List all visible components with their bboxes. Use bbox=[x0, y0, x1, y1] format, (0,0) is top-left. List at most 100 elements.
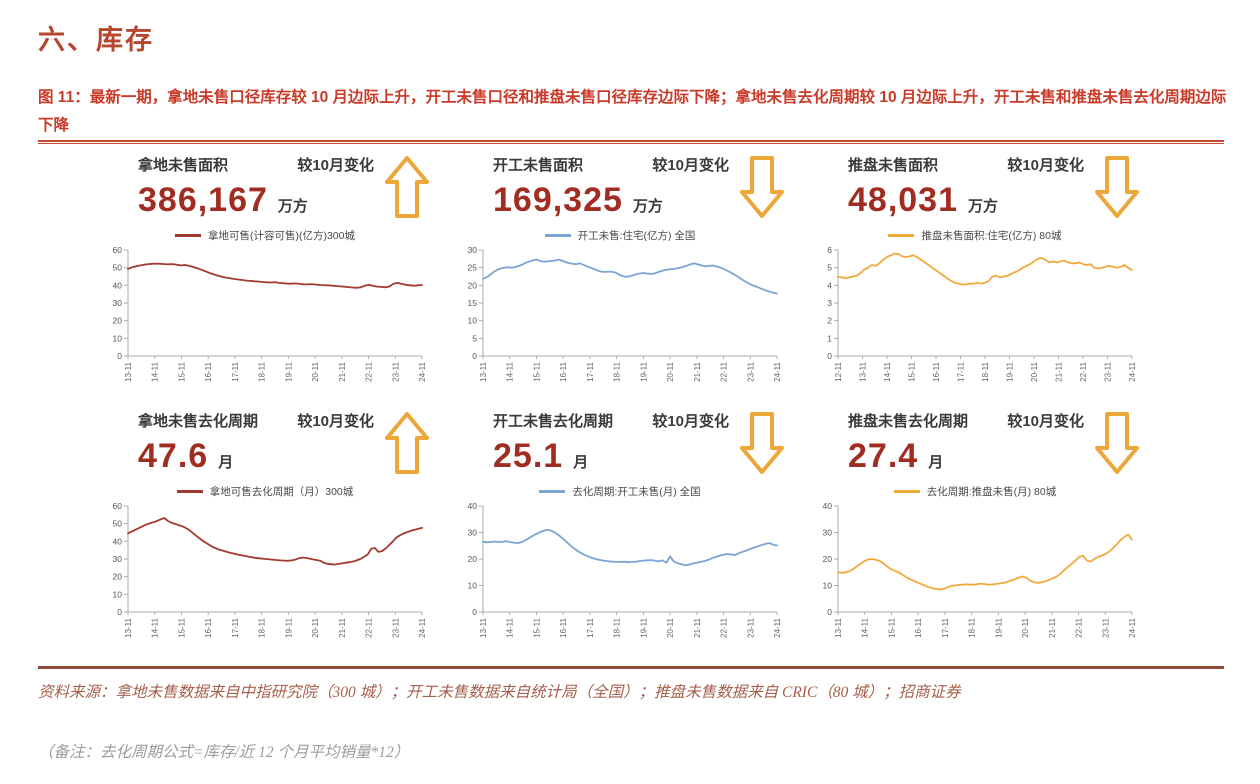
svg-text:20-11: 20-11 bbox=[1030, 361, 1039, 381]
svg-text:22-11: 22-11 bbox=[720, 361, 729, 381]
svg-text:13-11: 13-11 bbox=[124, 361, 133, 381]
svg-text:23-11: 23-11 bbox=[746, 617, 755, 637]
svg-text:13-11: 13-11 bbox=[859, 361, 868, 381]
metric-unit: 万方 bbox=[632, 198, 663, 215]
svg-text:14-11: 14-11 bbox=[861, 617, 870, 637]
svg-text:23-11: 23-11 bbox=[391, 617, 400, 637]
svg-text:22-11: 22-11 bbox=[1075, 617, 1084, 637]
panel-started-unsold-area: 开工未售面积 较10月变化 169,325 万方 开工未售:住宅(亿方) 全国 … bbox=[455, 152, 785, 392]
metric-value: 47.6 bbox=[138, 437, 209, 475]
svg-text:20: 20 bbox=[113, 572, 123, 582]
svg-text:30: 30 bbox=[113, 298, 123, 308]
line-chart-land-unsold: 0 10 20 30 40 50 60 13-11 14-11 15-11 16-11 17-11 18… bbox=[100, 244, 430, 394]
section-title: 六、库存 bbox=[38, 25, 154, 55]
metric-unit: 月 bbox=[573, 454, 589, 471]
svg-text:14-11: 14-11 bbox=[506, 361, 515, 381]
svg-text:30: 30 bbox=[823, 528, 833, 538]
svg-text:3: 3 bbox=[827, 298, 832, 308]
svg-text:15-11: 15-11 bbox=[532, 617, 541, 637]
svg-text:50: 50 bbox=[113, 519, 123, 529]
svg-text:16-11: 16-11 bbox=[914, 617, 923, 637]
legend-line-swatch bbox=[176, 489, 203, 493]
svg-text:2: 2 bbox=[827, 316, 832, 326]
svg-text:20: 20 bbox=[468, 280, 478, 290]
svg-text:22-11: 22-11 bbox=[720, 617, 729, 637]
metric-unit: 月 bbox=[218, 454, 234, 471]
change-vs-october-label: 较10月变化 bbox=[1007, 157, 1084, 174]
svg-text:5: 5 bbox=[827, 263, 832, 273]
svg-text:23-11: 23-11 bbox=[1104, 361, 1113, 381]
svg-text:40: 40 bbox=[823, 501, 833, 511]
svg-text:20-11: 20-11 bbox=[311, 617, 320, 637]
svg-text:18-11: 18-11 bbox=[258, 361, 267, 381]
svg-text:19-11: 19-11 bbox=[639, 361, 648, 381]
change-vs-october-label: 较10月变化 bbox=[652, 413, 729, 430]
svg-text:0: 0 bbox=[117, 351, 122, 361]
change-vs-october-label: 较10月变化 bbox=[297, 157, 374, 174]
metric-value: 48,031 bbox=[848, 181, 958, 219]
panel-started-unsold-cycle: 开工未售去化周期 较10月变化 25.1 月 去化周期:开工未售(月) 全国 0… bbox=[455, 408, 785, 648]
legend-line-swatch bbox=[174, 233, 201, 237]
metric-label: 推盘未售面积 bbox=[848, 157, 939, 174]
source-note: 资料来源：拿地未售数据来自中指研究院（300 城）；开工未售数据来自统计局（全国… bbox=[38, 684, 961, 701]
svg-text:24-11: 24-11 bbox=[1128, 617, 1137, 637]
svg-text:24-11: 24-11 bbox=[418, 361, 427, 381]
svg-text:30: 30 bbox=[468, 245, 478, 255]
metric-label: 开工未售去化周期 bbox=[493, 413, 614, 430]
legend-label: 拿地可售(计容可售)(亿方)300城 bbox=[207, 229, 355, 242]
svg-text:0: 0 bbox=[472, 607, 477, 617]
legend-label: 去化周期:开工未售(月) 全国 bbox=[572, 485, 701, 498]
svg-text:30: 30 bbox=[113, 554, 123, 564]
svg-text:16-11: 16-11 bbox=[204, 617, 213, 637]
svg-text:1: 1 bbox=[827, 333, 832, 343]
metric-label: 开工未售面积 bbox=[493, 157, 584, 174]
change-vs-october-label: 较10月变化 bbox=[297, 413, 374, 430]
svg-text:21-11: 21-11 bbox=[1048, 617, 1057, 637]
svg-text:18-11: 18-11 bbox=[968, 617, 977, 637]
metric-label: 拿地未售去化周期 bbox=[138, 413, 259, 430]
svg-text:10: 10 bbox=[823, 581, 833, 591]
panel-launched-unsold-area: 推盘未售面积 较10月变化 48,031 万方 推盘未售面积:住宅(亿方) 80… bbox=[810, 152, 1140, 392]
down-arrow-icon bbox=[739, 154, 785, 220]
panel-land-unsold-area: 拿地未售面积 较10月变化 386,167 万方 拿地可售(计容可售)(亿方)3… bbox=[100, 152, 430, 392]
svg-text:13-11: 13-11 bbox=[479, 617, 488, 637]
svg-text:10: 10 bbox=[468, 316, 478, 326]
metric-value: 25.1 bbox=[493, 437, 564, 475]
svg-text:21-11: 21-11 bbox=[1055, 361, 1064, 381]
legend-label: 开工未售:住宅(亿方) 全国 bbox=[577, 229, 696, 242]
svg-text:24-11: 24-11 bbox=[773, 617, 782, 637]
svg-text:17-11: 17-11 bbox=[231, 361, 240, 381]
svg-text:24-11: 24-11 bbox=[773, 361, 782, 381]
svg-text:17-11: 17-11 bbox=[957, 361, 966, 381]
svg-text:21-11: 21-11 bbox=[338, 617, 347, 637]
line-chart-launched-unsold-cycle: 0 10 20 30 40 13-11 14-11 15-11 16-11 17-11 18-11 1… bbox=[810, 500, 1140, 650]
svg-text:15-11: 15-11 bbox=[908, 361, 917, 381]
panels-grid: 拿地未售面积 较10月变化 386,167 万方 拿地可售(计容可售)(亿方)3… bbox=[100, 152, 1140, 648]
svg-text:50: 50 bbox=[113, 263, 123, 273]
caption-divider bbox=[38, 140, 1224, 144]
svg-text:40: 40 bbox=[113, 280, 123, 290]
svg-text:18-11: 18-11 bbox=[613, 361, 622, 381]
svg-text:10: 10 bbox=[468, 581, 478, 591]
svg-text:0: 0 bbox=[827, 351, 832, 361]
up-arrow-icon bbox=[384, 154, 430, 220]
svg-text:13-11: 13-11 bbox=[124, 617, 133, 637]
svg-text:23-11: 23-11 bbox=[391, 361, 400, 381]
svg-text:22-11: 22-11 bbox=[365, 617, 374, 637]
svg-text:19-11: 19-11 bbox=[994, 617, 1003, 637]
svg-text:40: 40 bbox=[468, 501, 478, 511]
svg-text:17-11: 17-11 bbox=[941, 617, 950, 637]
svg-text:20: 20 bbox=[113, 316, 123, 326]
down-arrow-icon bbox=[739, 410, 785, 476]
legend-label: 去化周期:推盘未售(月) 80城 bbox=[926, 485, 1057, 498]
svg-text:18-11: 18-11 bbox=[981, 361, 990, 381]
svg-text:14-11: 14-11 bbox=[506, 617, 515, 637]
svg-text:14-11: 14-11 bbox=[151, 617, 160, 637]
svg-text:10: 10 bbox=[113, 333, 123, 343]
svg-text:15-11: 15-11 bbox=[177, 361, 186, 381]
remark-note: （备注：去化周期公式=库存/近 12 个月平均销量*12） bbox=[38, 744, 410, 761]
svg-text:0: 0 bbox=[117, 607, 122, 617]
svg-text:21-11: 21-11 bbox=[338, 361, 347, 381]
svg-text:30: 30 bbox=[468, 528, 478, 538]
panel-land-unsold-cycle: 拿地未售去化周期 较10月变化 47.6 月 拿地可售去化周期（月）300城 0… bbox=[100, 408, 430, 648]
